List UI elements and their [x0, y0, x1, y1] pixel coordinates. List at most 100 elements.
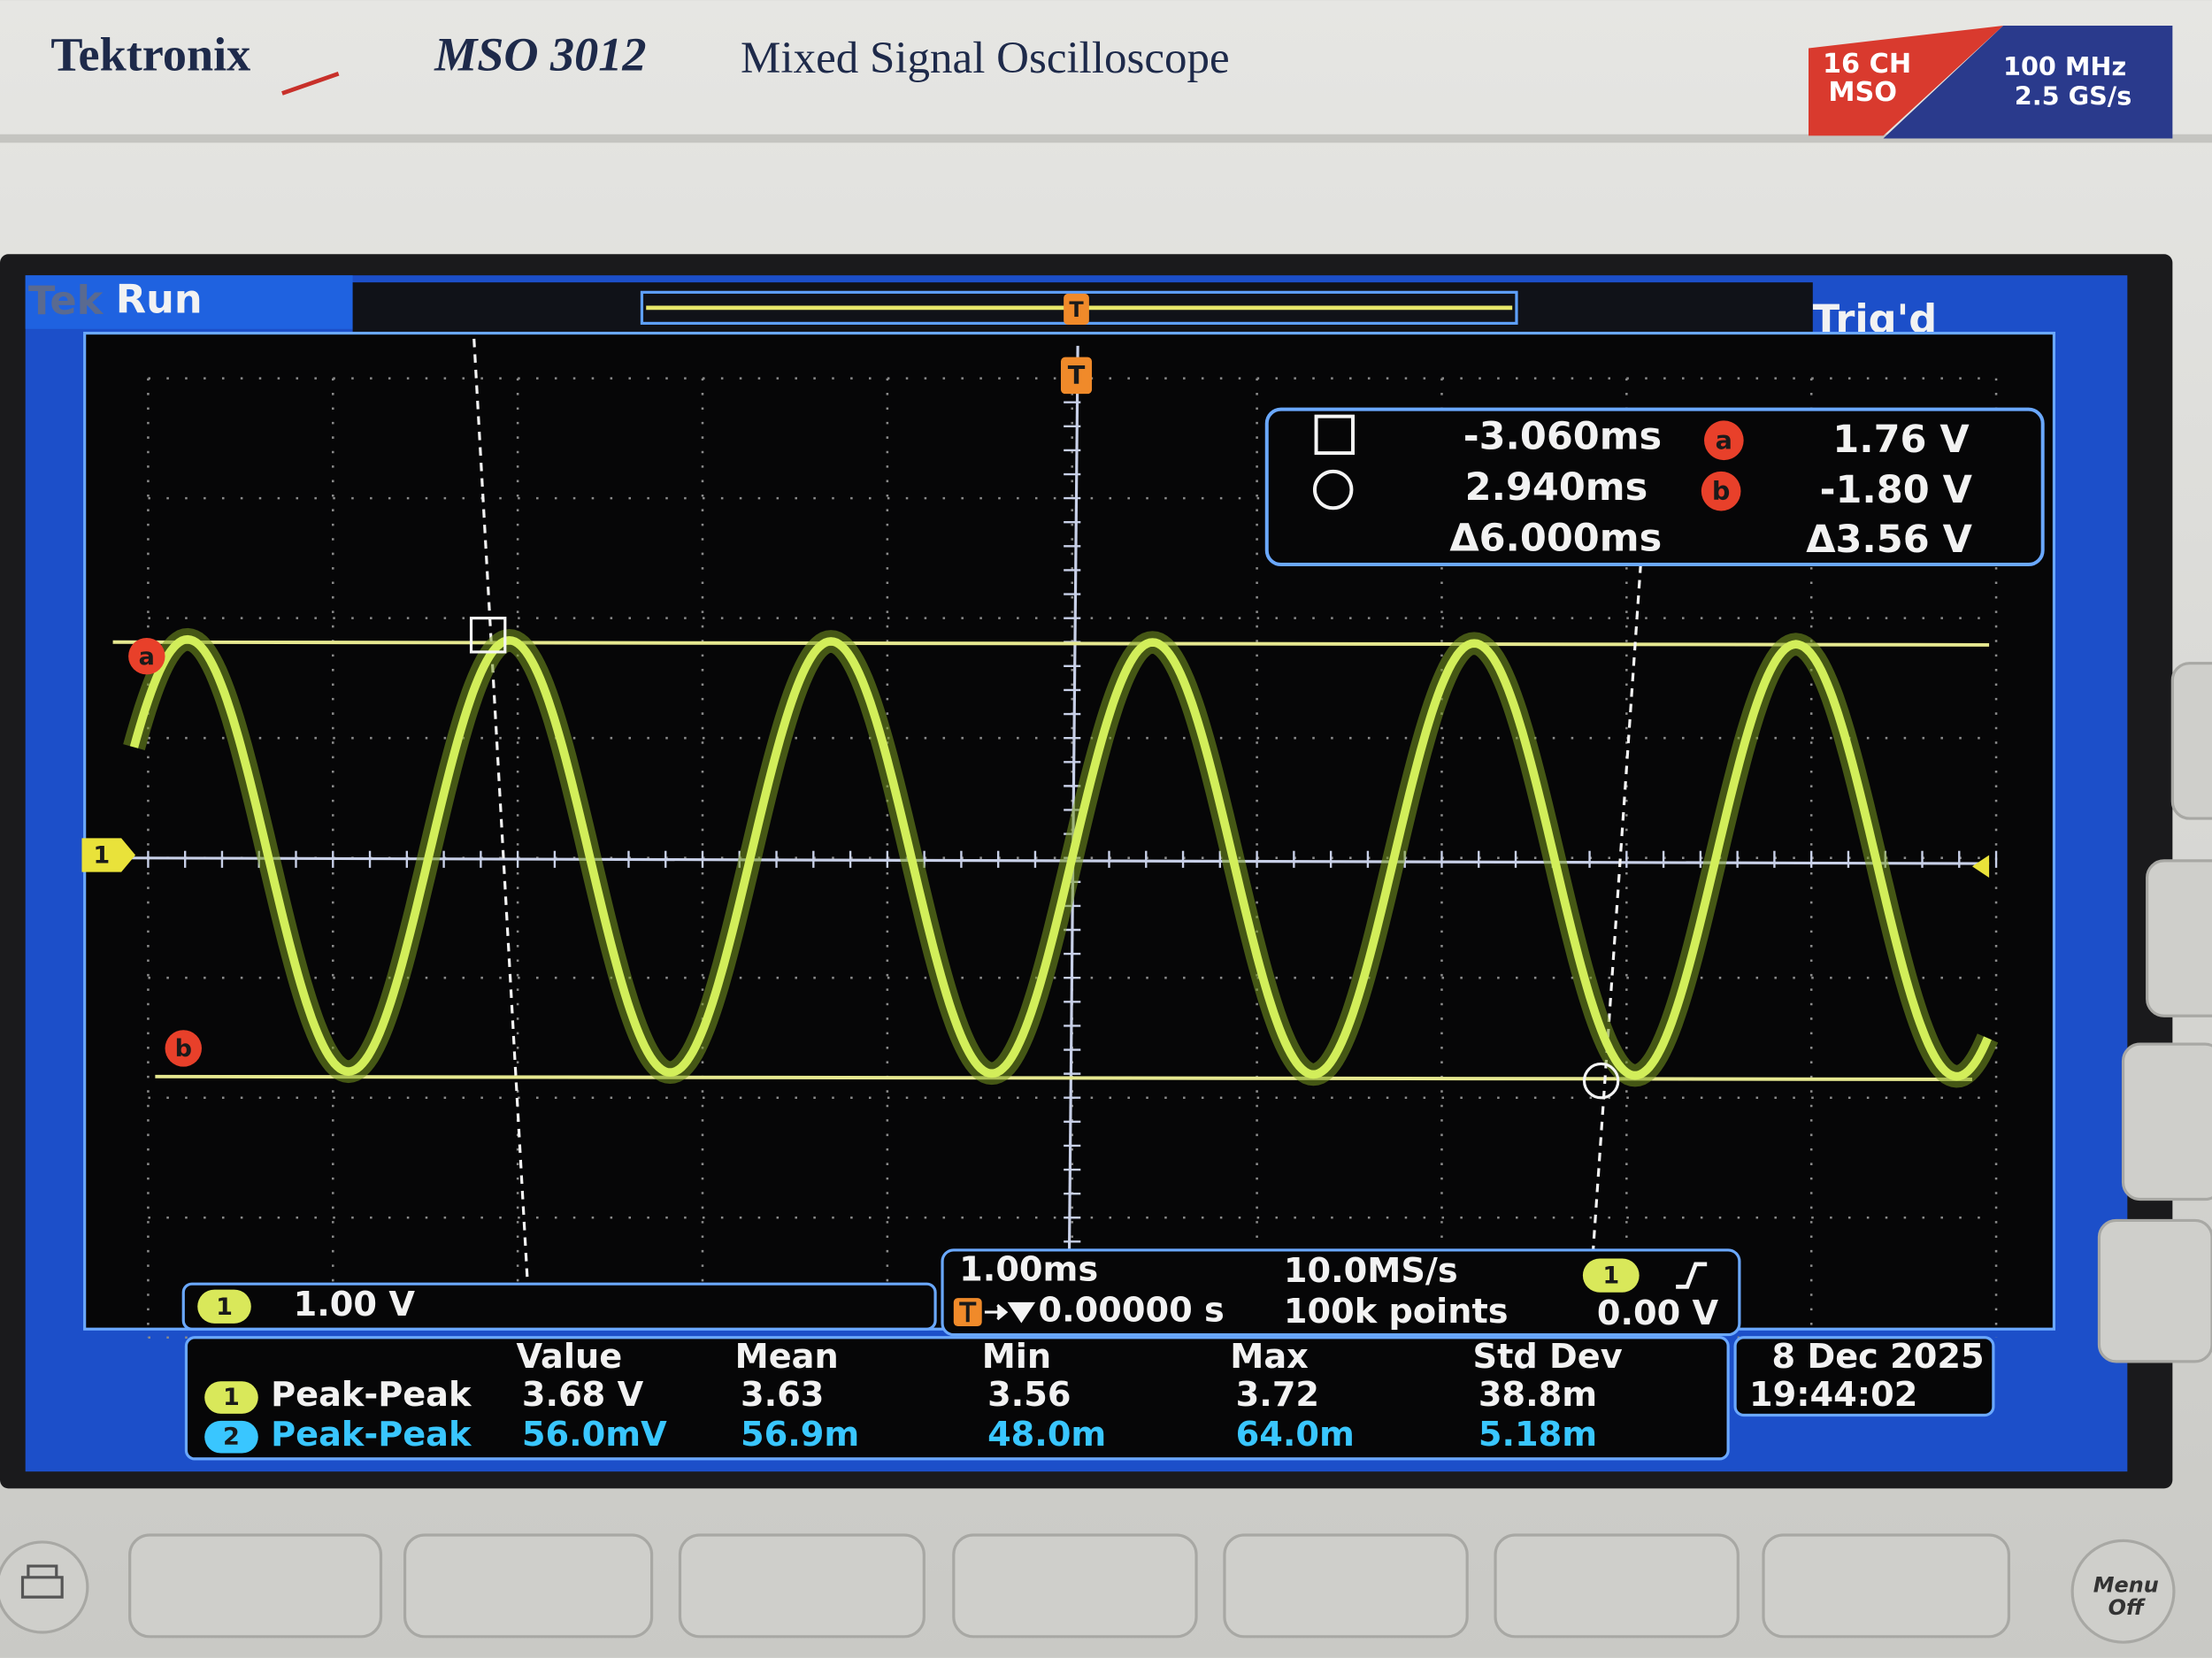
- trigger-level-marker: [1971, 855, 1990, 879]
- cursor-circle-icon: [1312, 469, 1354, 510]
- measurement-value: 38.8m: [1479, 1375, 1597, 1415]
- measurement-header: Value: [517, 1337, 623, 1377]
- measurement-channel: 2: [223, 1423, 240, 1450]
- cursor-a-line: [112, 640, 1990, 647]
- measurement-type: Peak-Peak: [271, 1375, 472, 1415]
- badge-bandwidth: 100 MHz: [2003, 51, 2126, 81]
- print-button[interactable]: [0, 1540, 89, 1634]
- cursor-b-marker: [165, 1030, 202, 1067]
- position-arrow-icon: [984, 1301, 1036, 1324]
- measurement-value: 5.18m: [1479, 1415, 1597, 1455]
- cursor-time-a-value: -3.060ms: [1463, 415, 1662, 459]
- badge-red: [1809, 25, 2004, 136]
- softkey[interactable]: [678, 1533, 926, 1639]
- channel-badge: [197, 1289, 251, 1324]
- trigger-source: 1: [1602, 1263, 1619, 1290]
- measurement-channel: 1: [223, 1384, 240, 1411]
- waveform-group: [123, 627, 1999, 1088]
- badge-blue: [1883, 25, 2173, 139]
- waveform: [129, 634, 1992, 1081]
- measurement-channel-badge: [204, 1381, 258, 1414]
- channel-ground-label: 1: [93, 842, 110, 870]
- badge-type: MSO: [1828, 77, 1897, 108]
- time-scale: 1.00ms: [959, 1249, 1098, 1289]
- softkey[interactable]: [403, 1533, 654, 1639]
- acquisition-state: Run: [116, 276, 203, 322]
- channel-badge-label: 1: [216, 1293, 233, 1321]
- cursor-a-marker-label: a: [139, 643, 155, 671]
- badge-channels: 16 CH: [1823, 49, 1911, 80]
- measurement-channel-badge: [204, 1420, 258, 1454]
- cursor-b-circle: [1582, 1062, 1620, 1100]
- cursor-time-a: [472, 338, 529, 1285]
- cursor-time-delta: Δ6.000ms: [1449, 516, 1662, 560]
- side-key[interactable]: [2170, 662, 2212, 820]
- measurement-table: Value Mean Min Max Std Dev 1 Peak-Peak 3.68 V 3.…: [204, 1337, 1623, 1455]
- date: 8 Dec 2025: [1772, 1337, 1985, 1377]
- horizontal-position: 0.00000 s: [1038, 1291, 1224, 1331]
- trigger-level: 0.00 V: [1597, 1293, 1719, 1333]
- readout-a-label: a: [1716, 425, 1732, 455]
- side-key[interactable]: [2146, 859, 2212, 1017]
- menu-off-label-1: Menu: [2093, 1572, 2159, 1597]
- measurement-value: 3.56: [987, 1375, 1071, 1415]
- softkeys: [128, 1533, 2011, 1639]
- cursor-volt-b-value: -1.80 V: [1820, 468, 1973, 512]
- measurement-box: [184, 1336, 1730, 1461]
- trigger-marker-label: T: [1068, 360, 1086, 390]
- timebase-sample-rate: 10.0MS/s: [1284, 1251, 1458, 1291]
- position-t-glyph: [959, 1301, 977, 1323]
- model: MSO 3012: [434, 28, 646, 81]
- header-edge: [0, 134, 2212, 143]
- measurement-value: 64.0m: [1236, 1415, 1355, 1455]
- model-description: Mixed Signal Oscilloscope: [741, 34, 1230, 83]
- menu-off-label-2: Off: [2108, 1595, 2146, 1620]
- softkey[interactable]: [1494, 1533, 1740, 1639]
- tek-logo: Tek: [28, 278, 104, 324]
- timebase-box: [941, 1248, 1741, 1337]
- readout-a-marker: [1704, 420, 1744, 461]
- record-length: 100k points: [1284, 1292, 1509, 1332]
- brand: Tektronix: [50, 28, 250, 81]
- readout-b-marker: [1701, 471, 1741, 511]
- measurement-value: 56.0mV: [522, 1415, 667, 1455]
- channel-scale: 1.00 V: [294, 1285, 416, 1324]
- side-key[interactable]: [2121, 1042, 2212, 1201]
- cursor-a-square: [469, 617, 507, 654]
- measurement-header: Std Dev: [1473, 1337, 1623, 1377]
- softkey[interactable]: [952, 1533, 1198, 1639]
- softkey[interactable]: [1762, 1533, 2011, 1639]
- readout-b-label: b: [1712, 476, 1731, 506]
- measurement-value: 3.68 V: [522, 1375, 644, 1415]
- cursor-readout: [1264, 407, 2045, 567]
- measurement-header: Mean: [735, 1337, 839, 1377]
- measurement-header: Max: [1230, 1337, 1309, 1377]
- cursor-time-b: [1589, 564, 1642, 1278]
- cursor-b-marker-label: b: [175, 1035, 192, 1063]
- trigger-marker-top-label: T: [1069, 297, 1084, 322]
- cursor-square-icon: [1314, 414, 1356, 456]
- cursor-b-line: [155, 1074, 1972, 1081]
- trigger-source-badge: [1582, 1258, 1640, 1293]
- trigger-marker-top: [1064, 293, 1089, 326]
- trigger-marker: [1060, 357, 1093, 395]
- measurement-value: 48.0m: [987, 1415, 1106, 1455]
- side-key[interactable]: [2097, 1218, 2212, 1363]
- softkey[interactable]: [128, 1533, 383, 1639]
- badge-sample-rate: 2.5 GS/s: [2015, 81, 2132, 111]
- measurement-header: Min: [982, 1337, 1051, 1377]
- menu-off-button[interactable]: [2070, 1539, 2176, 1644]
- cursor-a-marker: [128, 637, 165, 675]
- cursor-volt-a-value: 1.76 V: [1832, 418, 1970, 462]
- side-keys: [2097, 662, 2212, 1363]
- channel-box: [181, 1282, 937, 1331]
- brand-swoosh: [281, 71, 340, 96]
- softkey[interactable]: [1223, 1533, 1469, 1639]
- datetime-box: [1733, 1336, 1995, 1417]
- cursor-time-b-value: 2.940ms: [1465, 465, 1648, 510]
- print-icon: [20, 1564, 64, 1599]
- trigger-slope-icon: [1676, 1262, 1708, 1289]
